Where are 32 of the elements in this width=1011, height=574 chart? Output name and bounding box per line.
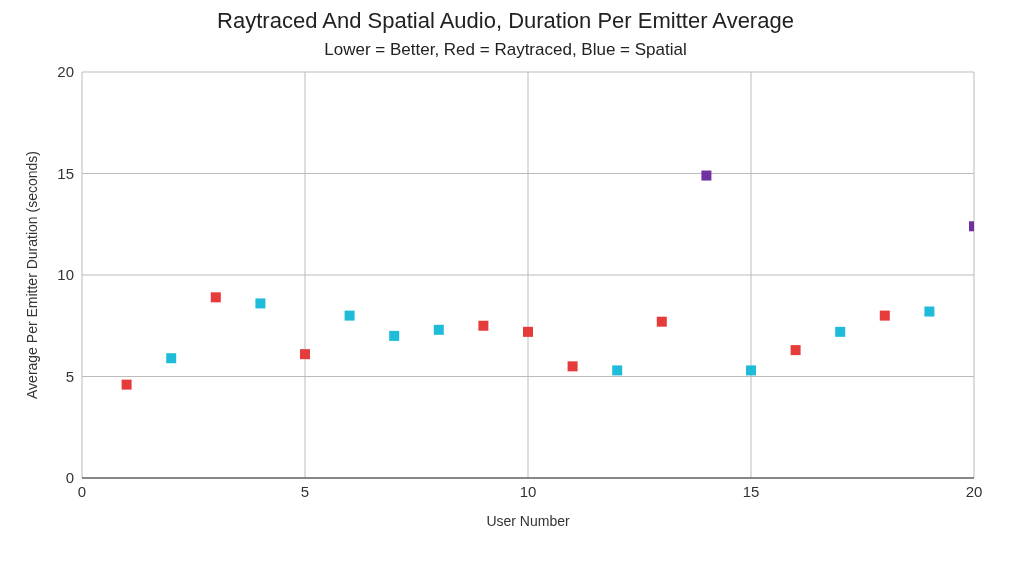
point xyxy=(433,324,444,335)
point xyxy=(835,326,846,337)
point xyxy=(790,345,801,356)
point xyxy=(924,306,935,317)
x-tick-label: 15 xyxy=(742,482,760,500)
x-axis-title: User Number xyxy=(486,513,570,529)
y-tick-label: 10 xyxy=(57,266,74,284)
y-tick-label: 5 xyxy=(65,367,74,385)
point xyxy=(746,365,756,376)
point xyxy=(879,310,890,321)
point xyxy=(166,353,177,364)
point xyxy=(612,365,623,376)
point xyxy=(567,361,578,372)
y-tick-label: 20 xyxy=(57,63,74,81)
point xyxy=(478,320,489,331)
point xyxy=(210,292,221,303)
point xyxy=(121,379,132,390)
point xyxy=(656,316,667,327)
y-tick-label: 15 xyxy=(57,164,74,182)
point xyxy=(523,326,533,337)
x-tick-label: 10 xyxy=(519,482,537,500)
point xyxy=(300,349,310,360)
point xyxy=(255,298,266,309)
x-tick-label: 20 xyxy=(965,482,983,500)
y-tick-label: 0 xyxy=(65,469,74,487)
x-tick-label: 0 xyxy=(77,482,87,500)
point xyxy=(389,330,400,341)
chart-title: Raytraced And Spatial Audio, Duration Per Emitter Average xyxy=(216,8,795,34)
chart-subtitle: Lower = Better, Red = Raytraced, Blue = Spatial xyxy=(323,40,688,60)
y-axis-title: Average Per Emitter Duration (seconds) xyxy=(23,151,40,399)
x-tick-label: 5 xyxy=(300,482,310,500)
point xyxy=(344,310,355,321)
